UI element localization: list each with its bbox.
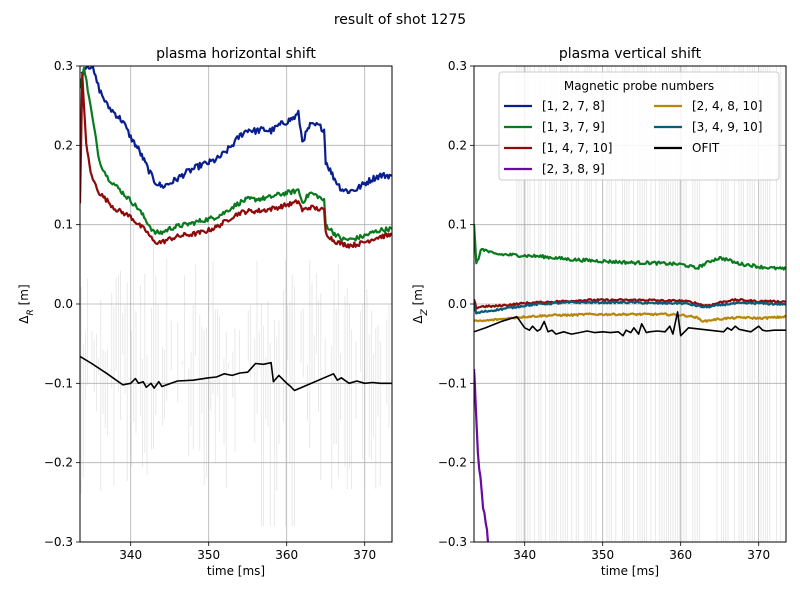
x-tick-label: 350 <box>591 548 614 562</box>
x-tick-label: 360 <box>669 548 692 562</box>
y-tick-label: −0.2 <box>44 456 73 470</box>
y-tick-label: −0.3 <box>44 535 73 549</box>
legend-entry: [3, 4, 9, 10] <box>692 120 762 134</box>
legend-entry: [1, 4, 7, 10] <box>542 141 612 155</box>
series-line-3 <box>474 369 490 542</box>
x-tick-label: 340 <box>513 548 536 562</box>
series-line-2 <box>80 73 392 249</box>
y-axis-label: ΔZ [m] <box>411 284 430 323</box>
legend: Magnetic probe numbers [1, 2, 7, 8] [1, 3,… <box>498 71 780 181</box>
legend-entry: OFIT <box>692 141 720 155</box>
y-tick-label: 0.2 <box>448 138 467 152</box>
x-tick-label: 340 <box>119 548 142 562</box>
series-line-2 <box>474 298 786 310</box>
y-tick-label: 0.1 <box>54 218 73 232</box>
background-noise <box>80 224 390 527</box>
y-tick-label: −0.2 <box>438 456 467 470</box>
chart-title: plasma vertical shift <box>559 46 702 62</box>
legend-entry: [2, 4, 8, 10] <box>692 99 762 113</box>
x-axis-label: time [ms] <box>207 564 265 578</box>
y-tick-label: 0.3 <box>54 59 73 73</box>
y-tick-label: 0.3 <box>448 59 467 73</box>
legend-entry: [1, 2, 7, 8] <box>542 99 605 113</box>
legend-box <box>498 71 780 181</box>
y-tick-label: 0.1 <box>448 218 467 232</box>
chart-horizontal-shift: 340 350 360 370 −0.3 −0.2 −0.1 0.0 0.1 0.2 0.3 plas… <box>17 46 393 578</box>
y-tick-label: −0.3 <box>438 535 467 549</box>
series-line-4 <box>474 312 786 323</box>
series-line-6 <box>474 311 786 337</box>
series-line-1 <box>80 66 392 242</box>
chart-title: plasma horizontal shift <box>156 46 316 62</box>
x-tick-label: 370 <box>747 548 770 562</box>
y-axis-label: ΔR [m] <box>17 284 36 323</box>
series-line-3 <box>80 355 392 392</box>
y-tick-label: 0.2 <box>54 138 73 152</box>
series-line-5 <box>474 300 786 315</box>
y-tick-label: −0.1 <box>44 376 73 390</box>
legend-entry: [1, 3, 7, 9] <box>542 120 605 134</box>
figure-title: result of shot 1275 <box>334 12 466 28</box>
legend-entry: [2, 3, 8, 9] <box>542 162 605 176</box>
x-axis-label: time [ms] <box>601 564 659 578</box>
legend-title: Magnetic probe numbers <box>564 79 714 93</box>
y-tick-label: 0.0 <box>448 297 467 311</box>
series-line-0 <box>80 66 392 195</box>
chart-vertical-shift: 340 350 360 370 −0.3 −0.2 −0.1 0.0 0.1 0.2 0.3 plas… <box>411 46 787 578</box>
x-tick-label: 360 <box>275 548 298 562</box>
y-tick-label: −0.1 <box>438 376 467 390</box>
series-line-1 <box>474 223 786 271</box>
x-tick-label: 370 <box>353 548 376 562</box>
y-tick-label: 0.0 <box>54 297 73 311</box>
x-tick-label: 350 <box>197 548 220 562</box>
